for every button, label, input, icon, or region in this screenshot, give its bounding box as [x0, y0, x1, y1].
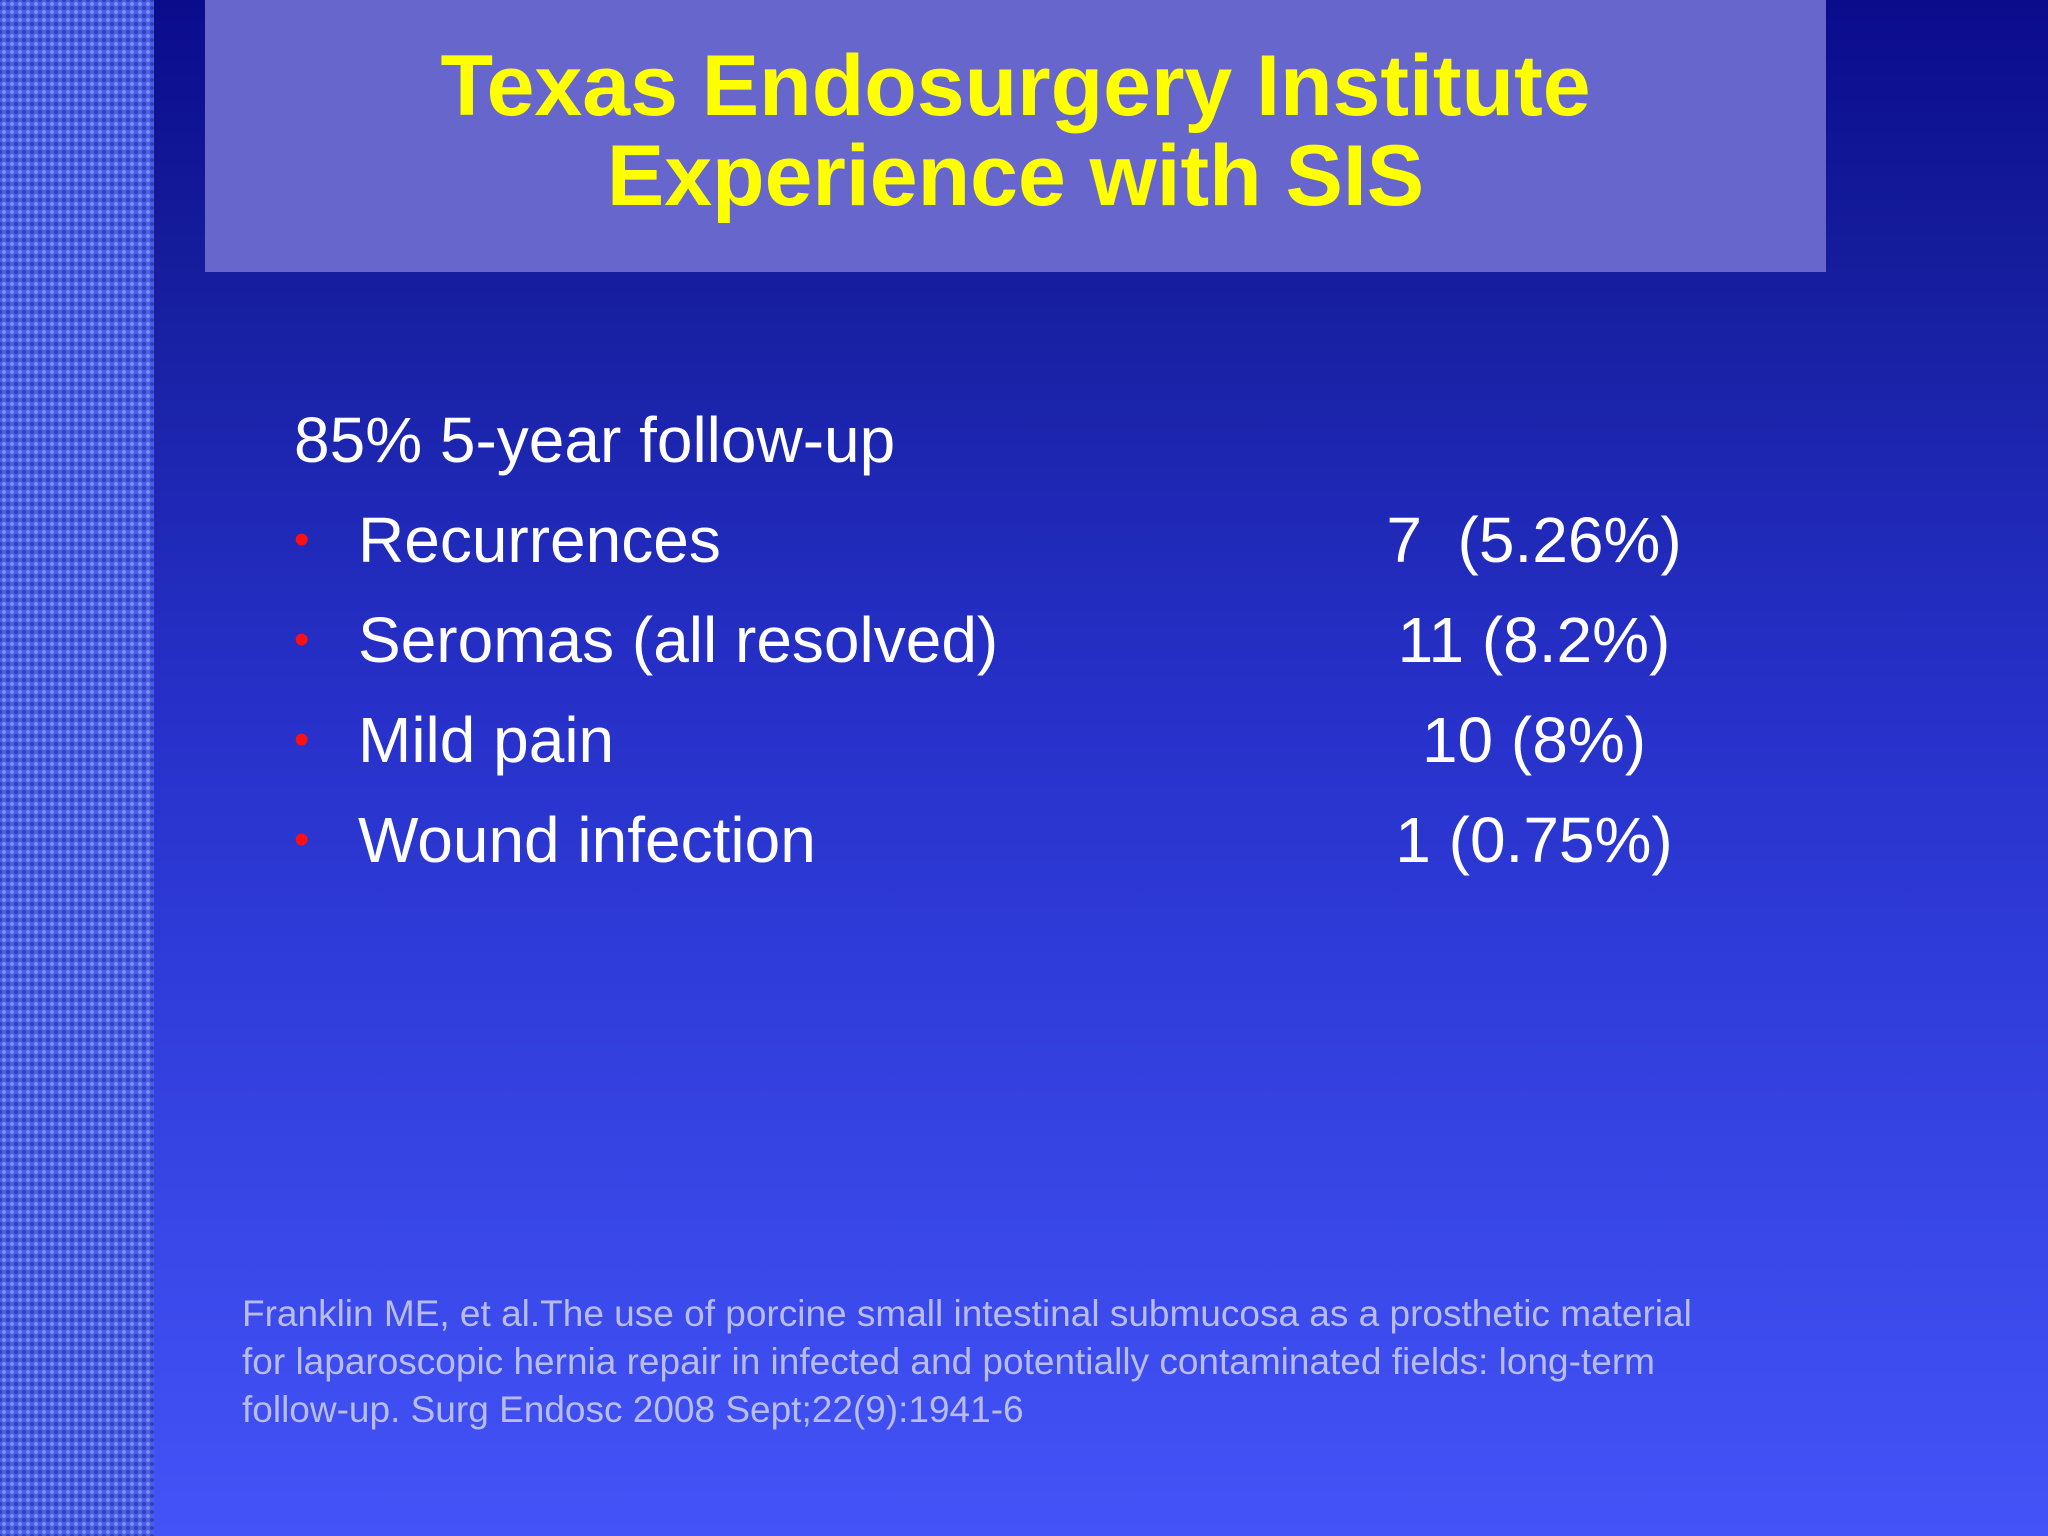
outcome-label: Seromas (all resolved)	[358, 604, 999, 676]
citation: Franklin ME, et al.The use of porcine sm…	[242, 1290, 1842, 1434]
outcome-value: 11 (8.2%)	[1397, 604, 1671, 676]
list-item: • Wound infection 1 (0.75%)	[294, 800, 1714, 900]
list-item: • Recurrences 7 (5.26%)	[294, 500, 1714, 600]
bullet-icon: •	[294, 815, 310, 864]
outcome-value: 10 (8%)	[1421, 704, 1647, 776]
outcomes-list: • Recurrences 7 (5.26%) • Seromas (all r…	[294, 500, 1714, 900]
outcome-label: Mild pain	[358, 704, 615, 776]
citation-line-1: Franklin ME, et al.The use of porcine sm…	[242, 1293, 1692, 1334]
citation-line-2: for laparoscopic hernia repair in infect…	[242, 1341, 1655, 1382]
list-item: • Seromas (all resolved) 11 (8.2%)	[294, 600, 1714, 700]
title-banner: Texas Endosurgery Institute Experience w…	[205, 0, 1826, 272]
outcome-value: 1 (0.75%)	[1395, 804, 1673, 876]
slide-title: Texas Endosurgery Institute Experience w…	[440, 41, 1590, 221]
bullet-icon: •	[294, 515, 310, 564]
outcome-label: Recurrences	[358, 504, 721, 576]
decorative-left-strip	[0, 0, 154, 1536]
slide-body: 85% 5-year follow-up • Recurrences 7 (5.…	[294, 400, 1714, 900]
slide-title-line-2: Experience with SIS	[606, 128, 1425, 224]
outcome-label: Wound infection	[358, 804, 816, 876]
bullet-icon: •	[294, 715, 310, 764]
bullet-icon: •	[294, 615, 310, 664]
follow-up-heading: 85% 5-year follow-up	[294, 404, 896, 476]
list-item: • Mild pain 10 (8%)	[294, 700, 1714, 800]
outcome-value: 7 (5.26%)	[1386, 504, 1682, 576]
citation-line-3: follow-up. Surg Endosc 2008 Sept;22(9):1…	[242, 1389, 1024, 1430]
slide-title-line-1: Texas Endosurgery Institute	[440, 38, 1591, 134]
